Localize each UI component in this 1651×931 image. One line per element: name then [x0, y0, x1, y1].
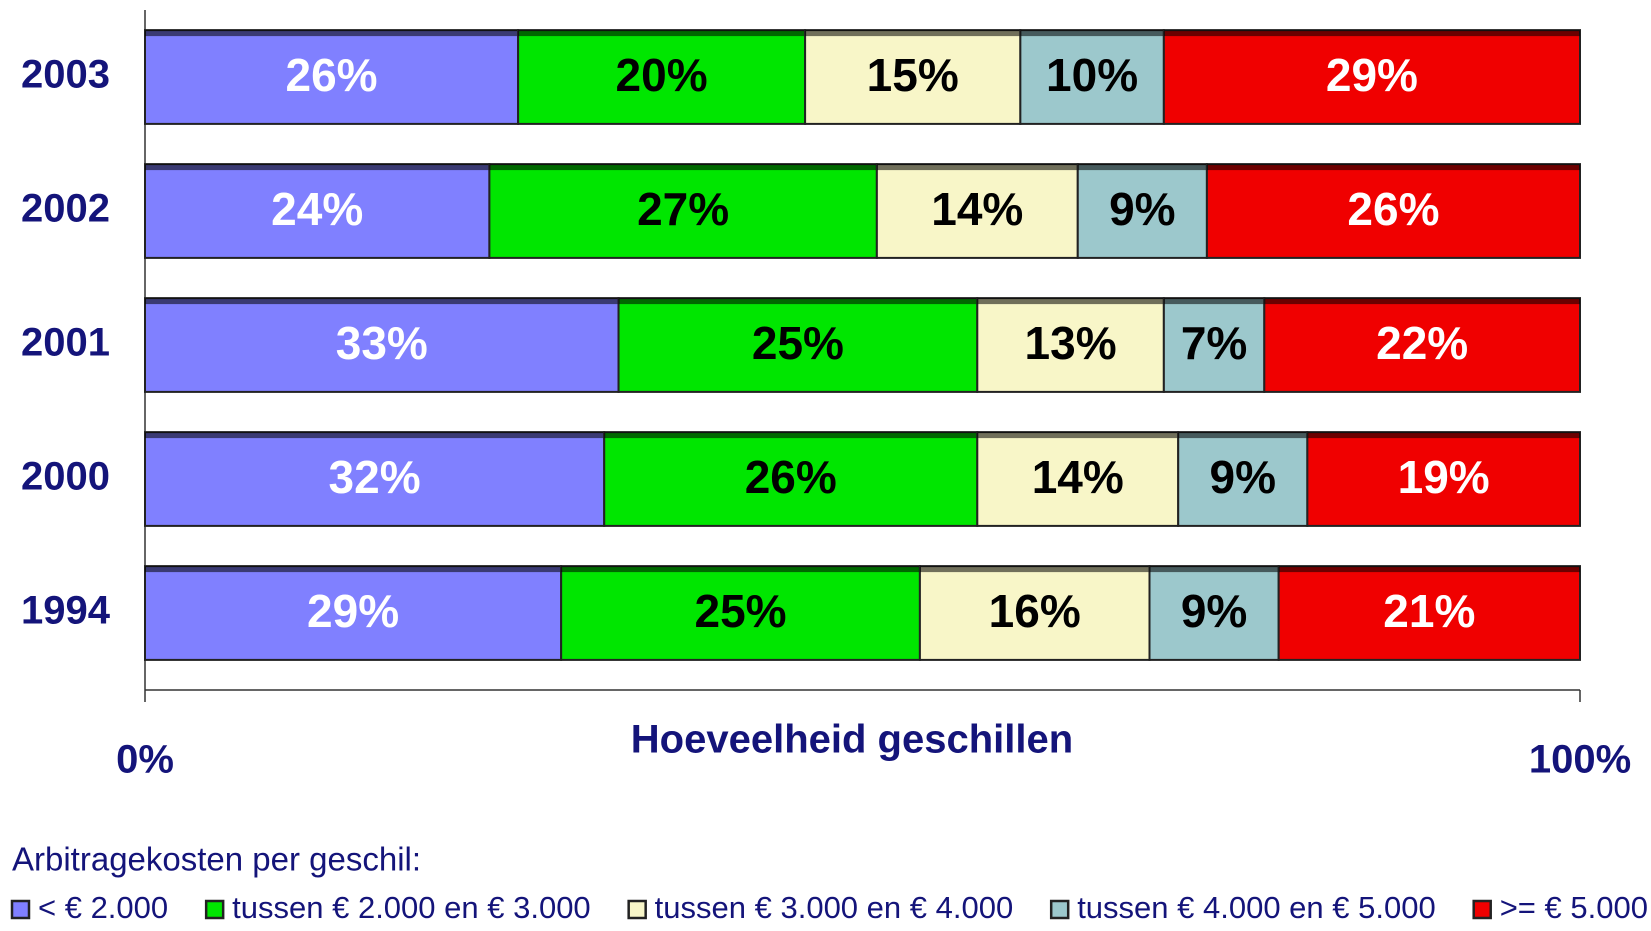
bar-segment [560, 565, 921, 661]
data-label: 9% [1109, 183, 1175, 235]
bar-shade [1206, 164, 1580, 171]
bar-segment [1177, 431, 1309, 527]
y-tick-label: 2003 [21, 53, 110, 97]
legend-title: Arbitragekosten per geschil: [12, 841, 421, 878]
data-label: 26% [745, 451, 837, 503]
y-tick-label: 2002 [21, 187, 110, 231]
bar-shade [1163, 298, 1265, 305]
bar-segment [1263, 297, 1582, 393]
data-label: 15% [867, 49, 959, 101]
bar-segment [976, 431, 1180, 527]
legend-label: tussen € 4.000 en € 5.000 [1077, 890, 1436, 925]
bar-shade [1149, 566, 1279, 573]
bar-segment [976, 297, 1165, 393]
bar-segment [144, 29, 520, 125]
legend-label: >= € 5.000 [1500, 890, 1648, 925]
legend-label: tussen € 2.000 en € 3.000 [232, 890, 591, 925]
bar-shade [604, 432, 978, 439]
bar-shade [977, 432, 1179, 439]
bar-shade [977, 298, 1164, 305]
bar-shade [876, 164, 1078, 171]
bar-shade [145, 164, 490, 171]
bar-shade [805, 30, 1021, 37]
data-label: 14% [1032, 451, 1124, 503]
legend-label: < € 2.000 [38, 890, 168, 925]
bar-segment [144, 565, 563, 661]
data-label: 24% [271, 183, 363, 235]
bar-shade [518, 30, 806, 37]
bar-shade [1264, 298, 1580, 305]
legend-swatch [204, 899, 225, 920]
data-label: 29% [307, 585, 399, 637]
bar-segment [1277, 565, 1582, 661]
bar-shade [1307, 432, 1580, 439]
bar-shade [1077, 164, 1207, 171]
bar-segment [1076, 163, 1208, 259]
data-label: 27% [637, 183, 729, 235]
bar-segment [804, 29, 1022, 125]
bar-segment [1148, 565, 1280, 661]
y-tick-label: 2001 [21, 321, 110, 365]
bar-segment [517, 29, 807, 125]
data-label: 26% [1347, 183, 1439, 235]
data-label: 16% [989, 585, 1081, 637]
legend-swatch [627, 899, 647, 920]
legend-swatch [1472, 899, 1492, 920]
bar-shade [489, 164, 877, 171]
data-label: 25% [752, 317, 844, 369]
data-label: 7% [1181, 317, 1247, 369]
bar-shade [618, 298, 978, 305]
x-tick-label: 100% [1529, 738, 1631, 782]
data-label: 9% [1181, 585, 1247, 637]
data-label: 32% [329, 451, 421, 503]
data-label: 10% [1046, 49, 1138, 101]
y-tick-label: 1994 [21, 589, 111, 633]
bar-shade [145, 298, 619, 305]
data-label: 33% [336, 317, 428, 369]
bar-shade [1178, 432, 1308, 439]
bar-shade [1278, 566, 1580, 573]
data-label: 29% [1326, 49, 1418, 101]
x-tick-label: 0% [116, 738, 174, 782]
y-tick-label: 2000 [21, 455, 110, 499]
bar-shade [919, 566, 1150, 573]
bar-segment [144, 163, 491, 259]
bar-shade [145, 30, 519, 37]
bar-segment [617, 297, 979, 393]
bar-shade [1163, 30, 1580, 37]
x-axis-title: Hoeveelheid geschillen [631, 718, 1073, 762]
data-label: 25% [694, 585, 786, 637]
data-label: 26% [286, 49, 378, 101]
data-label: 14% [931, 183, 1023, 235]
data-label: 20% [616, 49, 708, 101]
data-label: 19% [1398, 451, 1490, 503]
bar-segment [1162, 29, 1581, 125]
data-label: 22% [1376, 317, 1468, 369]
bar-shade [145, 566, 562, 573]
bar-segment [144, 297, 620, 393]
legend-swatch [10, 899, 31, 920]
bar-shade [145, 432, 605, 439]
bar-segment [1019, 29, 1165, 125]
data-label: 21% [1383, 585, 1475, 637]
data-label: 13% [1025, 317, 1117, 369]
legend-swatch [1049, 899, 1070, 920]
bar-shade [561, 566, 920, 573]
data-label: 9% [1210, 451, 1276, 503]
legend-label: tussen € 3.000 en € 4.000 [655, 890, 1014, 925]
bar-segment [1306, 431, 1581, 527]
bar-shade [1020, 30, 1164, 37]
